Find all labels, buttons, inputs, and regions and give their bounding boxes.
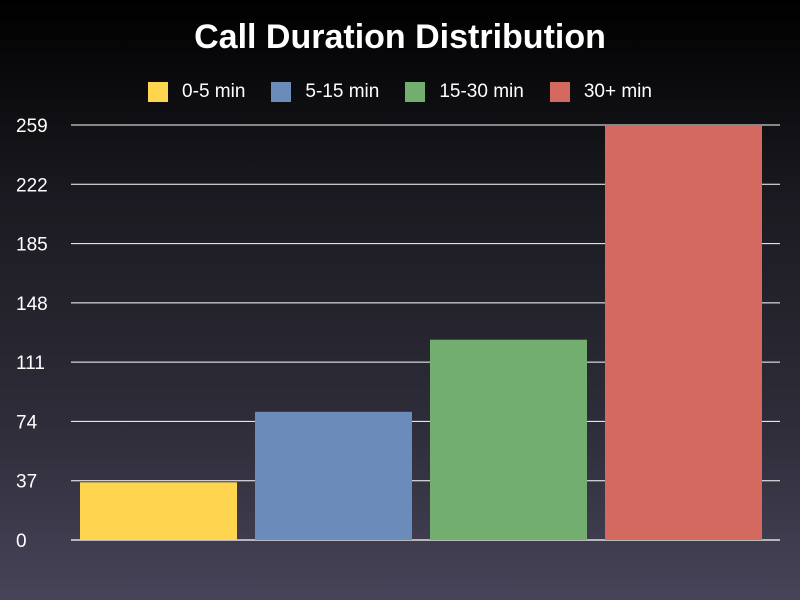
bar-5-15-min[interactable]: [255, 411, 412, 540]
y-tick-label-37: 37: [16, 472, 37, 493]
legend-item-15-30-min[interactable]: 15-30 min: [405, 81, 524, 103]
y-tick-label-74: 74: [16, 412, 38, 433]
chart-legend: 0-5 min 5-15 min 15-30 min 30+ min: [0, 80, 800, 104]
y-tick-label-222: 222: [16, 175, 48, 196]
legend-item-5-15-min[interactable]: 5-15 min: [271, 81, 379, 103]
legend-label-5-15-min: 5-15 min: [305, 81, 380, 102]
bars: [80, 125, 762, 540]
legend-item-30-plus-min[interactable]: 30+ min: [549, 81, 652, 103]
legend-swatch-15-30-min: [405, 82, 426, 102]
chart-title: Call Duration Distribution: [194, 18, 606, 56]
bar-15-30-min[interactable]: [430, 339, 587, 540]
y-tick-label-185: 185: [16, 235, 48, 256]
legend-swatch-0-5-min: [148, 82, 169, 102]
bar-30-plus-min[interactable]: [605, 125, 762, 540]
y-tick-label-259: 259: [16, 116, 48, 137]
legend-label-0-5-min: 0-5 min: [182, 81, 246, 102]
bar-0-5-min[interactable]: [80, 482, 237, 540]
legend-label-15-30-min: 15-30 min: [439, 81, 524, 102]
y-tick-label-111: 111: [16, 353, 45, 374]
legend-item-0-5-min[interactable]: 0-5 min: [148, 81, 245, 103]
y-axis-ticks: 0 37 74 111 148 185 222 259: [16, 116, 48, 552]
y-tick-label-0: 0: [16, 531, 27, 552]
y-tick-label-148: 148: [16, 294, 48, 315]
legend-swatch-5-15-min: [271, 82, 292, 102]
legend-label-30-plus-min: 30+ min: [583, 81, 652, 102]
legend-swatch-30-plus-min: [549, 82, 570, 102]
